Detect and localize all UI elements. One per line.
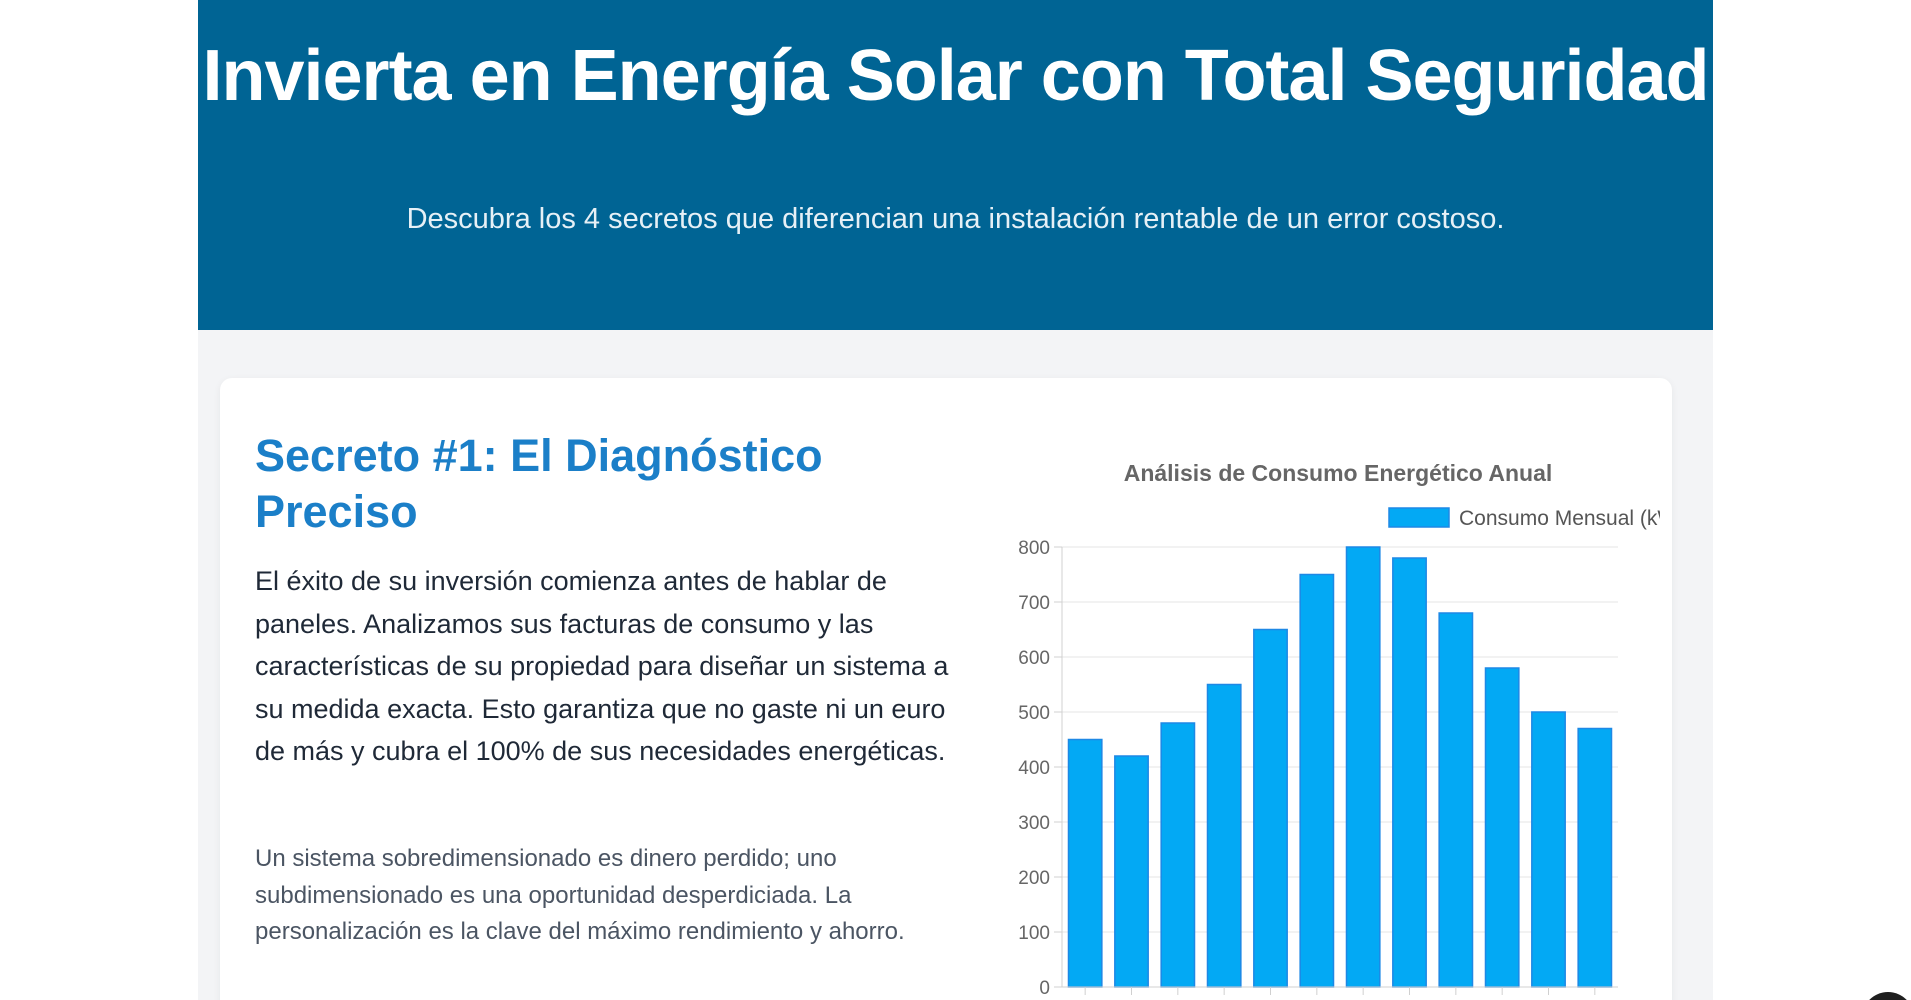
secret-heading: Secreto #1: El Diagnóstico Preciso bbox=[255, 430, 823, 537]
y-tick-label: 0 bbox=[1039, 978, 1050, 999]
y-tick-label: 700 bbox=[1018, 593, 1050, 614]
chat-bubble-button[interactable] bbox=[1862, 992, 1911, 1000]
bar-sep bbox=[1438, 612, 1474, 988]
bar-nov bbox=[1531, 711, 1566, 988]
legend-swatch bbox=[1388, 507, 1450, 528]
bar-ene bbox=[1067, 738, 1103, 988]
y-tick-label: 600 bbox=[1018, 648, 1050, 669]
chart-canvas: Análisis de Consumo Energético Anual Cons… bbox=[1018, 460, 1660, 999]
y-tick-label: 200 bbox=[1018, 868, 1050, 889]
bar-may bbox=[1253, 628, 1288, 988]
bar-jun bbox=[1299, 573, 1335, 988]
secret-note-text: Un sistema sobredimensionado es dinero p… bbox=[255, 845, 905, 945]
legend-label: Consumo Mensual (kWh) bbox=[1459, 507, 1660, 530]
bar-ago bbox=[1392, 557, 1427, 988]
y-tick-label: 100 bbox=[1018, 923, 1050, 944]
bar-jul bbox=[1345, 546, 1381, 988]
y-tick-label: 400 bbox=[1018, 758, 1050, 779]
secret-card: Secreto #1: El Diagnóstico Preciso El éx… bbox=[220, 378, 1672, 1000]
bar-mar bbox=[1160, 722, 1196, 988]
hero-subtitle: Descubra los 4 secretos que diferencian … bbox=[406, 203, 1505, 235]
consumption-chart: Análisis de Consumo Energético Anual Cons… bbox=[960, 418, 1660, 1000]
secret-lead-text: El éxito de su inversión comienza antes … bbox=[255, 566, 949, 766]
chart-title: Análisis de Consumo Energético Anual bbox=[1124, 460, 1553, 486]
bar-dic bbox=[1577, 727, 1613, 988]
y-tick-label: 500 bbox=[1018, 703, 1050, 724]
hero-banner: Invierta en Energía Solar con Total Segu… bbox=[198, 0, 1713, 330]
hero-title: Invierta en Energía Solar con Total Segu… bbox=[202, 36, 1709, 116]
bar-abr bbox=[1206, 683, 1242, 988]
page: Invierta en Energía Solar con Total Segu… bbox=[198, 0, 1911, 1000]
bar-feb bbox=[1114, 755, 1149, 988]
y-tick-label: 300 bbox=[1018, 813, 1050, 834]
y-tick-label: 800 bbox=[1018, 538, 1050, 559]
bar-oct bbox=[1484, 667, 1520, 988]
